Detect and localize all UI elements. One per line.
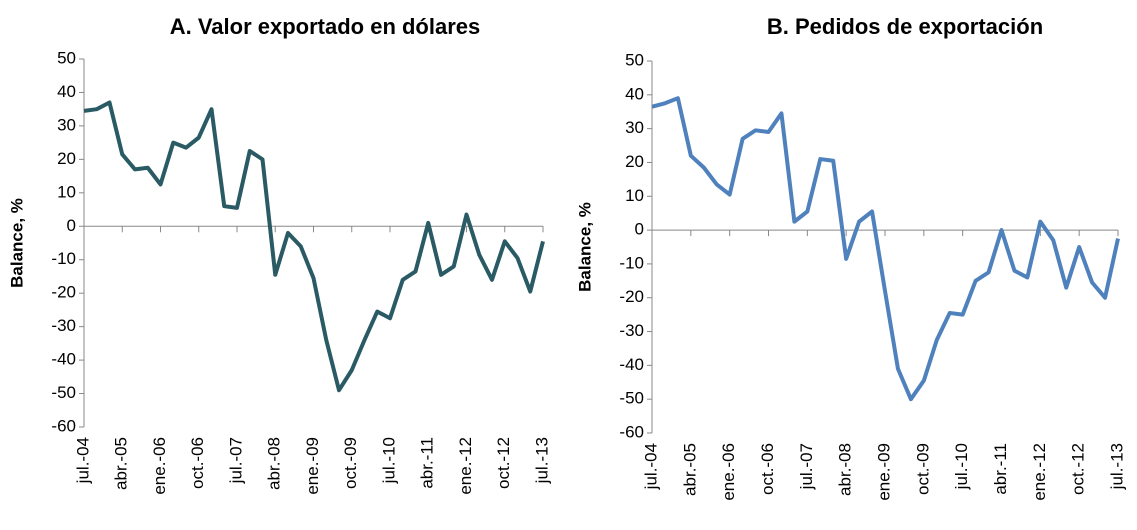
- y-tick-label: -60: [619, 422, 644, 441]
- data-line: [651, 96, 1120, 402]
- x-tick-label: oct.-09: [341, 437, 360, 489]
- x-tick-label: jul.-13: [1107, 443, 1126, 490]
- x-tick-label: jul.-10: [379, 437, 398, 484]
- data-line: [83, 100, 545, 393]
- x-tick-label: abr.-05: [680, 443, 699, 496]
- x-tick-label: oct.-09: [913, 443, 932, 495]
- y-tick-label: -40: [619, 355, 644, 374]
- x-tick-label: ene.-09: [874, 443, 893, 501]
- x-tick-label: ene.-09: [303, 437, 322, 495]
- y-tick-label: -30: [619, 321, 644, 340]
- x-tick-label: ene.-06: [150, 437, 169, 495]
- x-tick-label: jul.-04: [641, 443, 660, 490]
- y-tick-label: -50: [51, 383, 76, 402]
- x-tick-label: jul.-07: [226, 437, 245, 484]
- x-tick-label: jul.-13: [532, 437, 551, 484]
- x-tick-label: oct.-12: [1069, 443, 1088, 495]
- y-tick-label: 0: [67, 216, 76, 235]
- x-tick-label: ene.-12: [1030, 443, 1049, 501]
- y-tick-label: 50: [57, 48, 76, 67]
- x-tick-label: abr.-05: [112, 437, 131, 490]
- x-tick-label: jul.-10: [952, 443, 971, 490]
- x-tick-label: abr.-11: [991, 443, 1010, 495]
- y-tick-label: -50: [619, 389, 644, 408]
- y-tick-label: 10: [625, 186, 644, 205]
- y-tick-label: 20: [57, 149, 76, 168]
- y-tick-label: 40: [57, 82, 76, 101]
- x-tick-label: oct.-06: [188, 437, 207, 489]
- x-tick-label: jul.-04: [73, 437, 92, 484]
- y-tick-label: 50: [625, 50, 644, 69]
- y-tick-label: 10: [57, 182, 76, 201]
- y-axis-label: Balance, %: [7, 198, 26, 288]
- x-tick-label: abr.-08: [836, 443, 855, 496]
- y-tick-label: 0: [635, 220, 644, 239]
- y-tick-label: 30: [57, 115, 76, 134]
- x-tick-label: ene.-12: [456, 437, 475, 495]
- y-axis-label: Balance, %: [575, 202, 594, 292]
- y-tick-label: -20: [51, 283, 76, 302]
- x-tick-label: oct.-12: [494, 437, 513, 489]
- x-tick-label: ene.-06: [719, 443, 738, 501]
- x-tick-label: abr.-08: [265, 437, 284, 490]
- y-tick-label: -10: [619, 253, 644, 272]
- y-tick-label: -10: [51, 249, 76, 268]
- y-tick-label: 20: [625, 152, 644, 171]
- y-tick-label: 30: [625, 118, 644, 137]
- y-tick-label: -30: [51, 316, 76, 335]
- chart-title: B. Pedidos de exportación: [767, 14, 1043, 39]
- x-tick-label: abr.-11: [418, 437, 437, 489]
- y-tick-label: -20: [619, 287, 644, 306]
- y-tick-label: -40: [51, 350, 76, 369]
- y-tick-label: 40: [625, 84, 644, 103]
- y-tick-label: -60: [51, 416, 76, 435]
- x-tick-label: oct.-06: [758, 443, 777, 495]
- x-tick-label: jul.-07: [797, 443, 816, 490]
- chart-title: A. Valor exportado en dólares: [170, 14, 481, 39]
